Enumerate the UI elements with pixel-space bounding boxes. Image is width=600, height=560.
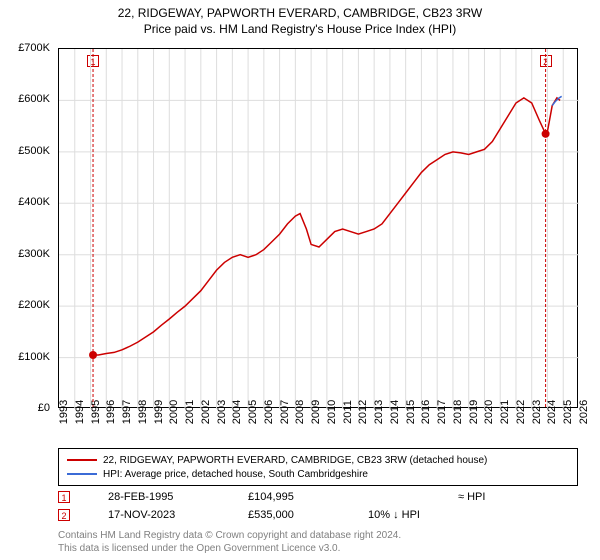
x-tick-label: 2017	[436, 400, 448, 424]
transaction-price: £104,995	[248, 491, 368, 503]
footer-attribution: Contains HM Land Registry data © Crown c…	[58, 530, 578, 555]
x-tick-label: 2015	[405, 400, 417, 424]
transaction-price: £535,000	[248, 509, 368, 521]
x-tick-label: 2002	[200, 400, 212, 424]
legend-label: 22, RIDGEWAY, PAPWORTH EVERARD, CAMBRIDG…	[103, 455, 487, 466]
x-tick-label: 2021	[499, 400, 511, 424]
transaction-marker: 2	[58, 509, 70, 521]
transaction-hpi: ≈ HPI	[458, 491, 518, 503]
y-tick-label: £200K	[18, 299, 50, 311]
footer-line-1: Contains HM Land Registry data © Crown c…	[58, 530, 578, 543]
x-tick-label: 1996	[105, 400, 117, 424]
x-tick-label: 1995	[90, 400, 102, 424]
x-tick-label: 2007	[279, 400, 291, 424]
transaction-table: 1 28-FEB-1995£104,995 ≈ HPI 2 17-NOV-2023£53…	[58, 488, 578, 524]
x-tick-label: 2014	[389, 400, 401, 424]
y-tick-label: £100K	[18, 351, 50, 363]
x-tick-label: 2008	[294, 400, 306, 424]
x-tick-label: 2001	[184, 400, 196, 424]
x-tick-label: 2022	[515, 400, 527, 424]
transaction-row: 1 28-FEB-1995£104,995 ≈ HPI	[58, 488, 578, 506]
x-tick-label: 2016	[420, 400, 432, 424]
x-tick-label: 2010	[326, 400, 338, 424]
transaction-pct: 10% ↓ HPI	[368, 509, 458, 521]
transaction-date: 28-FEB-1995	[108, 491, 248, 503]
price-chart: 12 £0£100K£200K£300K£400K£500K£600K£700K…	[58, 48, 578, 408]
footer-line-2: This data is licensed under the Open Gov…	[58, 543, 578, 556]
y-tick-label: £500K	[18, 145, 50, 157]
y-tick-label: £400K	[18, 196, 50, 208]
x-tick-label: 2019	[468, 400, 480, 424]
x-tick-label: 2025	[562, 400, 574, 424]
x-tick-label: 2011	[342, 400, 354, 424]
x-tick-label: 2005	[247, 400, 259, 424]
x-tick-label: 2023	[531, 400, 543, 424]
legend-item: 22, RIDGEWAY, PAPWORTH EVERARD, CAMBRIDG…	[67, 453, 569, 467]
x-tick-label: 1997	[121, 400, 133, 424]
x-tick-label: 2024	[546, 400, 558, 424]
x-tick-label: 2026	[578, 400, 590, 424]
transaction-marker: 1	[58, 491, 70, 503]
y-tick-label: £600K	[18, 93, 50, 105]
x-tick-label: 2009	[310, 400, 322, 424]
transaction-date: 17-NOV-2023	[108, 509, 248, 521]
title-line-2: Price paid vs. HM Land Registry's House …	[0, 22, 600, 36]
x-tick-label: 2004	[231, 400, 243, 424]
chart-legend: 22, RIDGEWAY, PAPWORTH EVERARD, CAMBRIDG…	[58, 448, 578, 486]
legend-swatch	[67, 473, 97, 475]
y-tick-label: £700K	[18, 42, 50, 54]
x-tick-label: 2020	[483, 400, 495, 424]
y-tick-label: £300K	[18, 248, 50, 260]
x-tick-label: 2006	[263, 400, 275, 424]
x-tick-label: 2000	[168, 400, 180, 424]
legend-label: HPI: Average price, detached house, Sout…	[103, 469, 368, 480]
x-tick-label: 1993	[58, 400, 70, 424]
y-tick-label: £0	[38, 402, 50, 414]
x-tick-label: 2012	[357, 400, 369, 424]
x-tick-label: 2018	[452, 400, 464, 424]
legend-swatch	[67, 459, 97, 461]
x-tick-label: 2013	[373, 400, 385, 424]
x-tick-label: 2003	[216, 400, 228, 424]
transaction-row: 2 17-NOV-2023£535,00010% ↓ HPI	[58, 506, 578, 524]
legend-item: HPI: Average price, detached house, Sout…	[67, 467, 569, 481]
x-tick-label: 1994	[74, 400, 86, 424]
x-tick-label: 1999	[153, 400, 165, 424]
x-tick-label: 1998	[137, 400, 149, 424]
title-line-1: 22, RIDGEWAY, PAPWORTH EVERARD, CAMBRIDG…	[0, 6, 600, 20]
